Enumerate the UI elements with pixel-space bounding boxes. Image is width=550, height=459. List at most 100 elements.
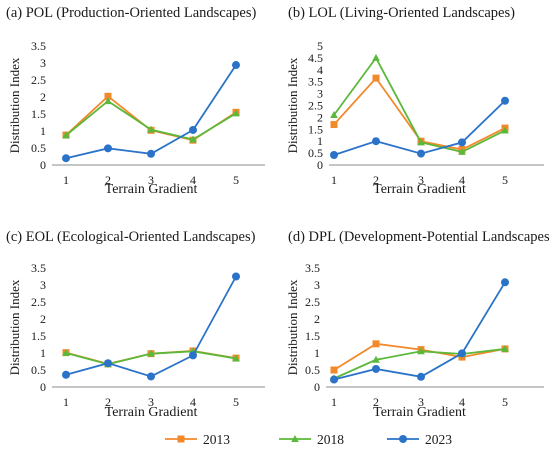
y-tick-label: 2 bbox=[317, 110, 323, 124]
data-point-2013 bbox=[372, 74, 380, 82]
chart-title: (c) EOL (Ecological-Oriented Landscapes) bbox=[6, 229, 256, 245]
x-axis-label: Terrain Gradient bbox=[105, 182, 198, 197]
data-point-2018 bbox=[501, 344, 509, 352]
y-tick-label: 3 bbox=[40, 56, 46, 70]
x-tick-label: 4 bbox=[459, 173, 465, 187]
data-point-2023 bbox=[501, 278, 509, 287]
y-tick-label: 2.5 bbox=[308, 99, 323, 113]
y-tick-label: 2.5 bbox=[31, 295, 46, 309]
x-tick-label: 2 bbox=[373, 173, 379, 187]
y-axis-label: Distribution Index bbox=[285, 279, 300, 375]
chart-title: (b) LOL (Living-Oriented Landscapes) bbox=[288, 5, 515, 21]
data-point-2023 bbox=[104, 359, 112, 368]
y-tick-label: 3 bbox=[314, 278, 320, 292]
legend: 2013 2018 2023 bbox=[165, 432, 452, 447]
y-axis-label: Distribution Index bbox=[7, 57, 22, 153]
data-point-2023 bbox=[147, 372, 155, 381]
y-tick-label: 3.5 bbox=[31, 39, 46, 53]
y-tick-label: 1.5 bbox=[308, 122, 323, 136]
data-point-2018 bbox=[372, 355, 380, 363]
legend-label-2023: 2023 bbox=[425, 432, 452, 447]
y-tick-label: 5 bbox=[317, 39, 323, 53]
data-point-2023 bbox=[232, 61, 240, 70]
y-tick-label: 0 bbox=[314, 380, 320, 394]
series-line-2023 bbox=[333, 100, 506, 156]
data-point-2018 bbox=[147, 125, 155, 133]
legend-label-2013: 2013 bbox=[203, 432, 230, 447]
data-point-2018 bbox=[417, 138, 425, 146]
x-axis-label: Terrain Gradient bbox=[373, 182, 466, 197]
y-tick-label: 2 bbox=[40, 90, 46, 104]
y-tick-label: 2 bbox=[314, 312, 320, 326]
data-point-2023 bbox=[330, 375, 338, 384]
data-point-2018 bbox=[458, 147, 466, 155]
x-tick-label: 1 bbox=[331, 173, 337, 187]
series-line-2023 bbox=[65, 276, 237, 378]
x-tick-label: 1 bbox=[63, 173, 69, 187]
y-tick-label: 1.5 bbox=[31, 107, 46, 121]
data-point-2023 bbox=[330, 151, 338, 160]
x-tick-label: 4 bbox=[190, 173, 196, 187]
data-point-2018 bbox=[330, 111, 338, 119]
x-tick-label: 3 bbox=[148, 173, 154, 187]
x-axis-label: Terrain Gradient bbox=[105, 405, 198, 420]
x-tick-label: 5 bbox=[233, 173, 239, 187]
data-point-2023 bbox=[417, 372, 425, 381]
x-tick-label: 4 bbox=[190, 395, 196, 409]
data-point-2018 bbox=[104, 97, 112, 105]
y-tick-label: 4.5 bbox=[308, 51, 323, 65]
y-tick-label: 2 bbox=[40, 312, 46, 326]
y-axis-label: Distribution Index bbox=[7, 279, 22, 375]
data-point-2023 bbox=[372, 137, 380, 146]
x-tick-label: 1 bbox=[63, 395, 69, 409]
y-tick-label: 4 bbox=[317, 63, 323, 77]
chart-panel-4: (d) DPL (Development-Potential Landscape… bbox=[285, 229, 550, 420]
y-tick-label: 1.5 bbox=[305, 329, 320, 343]
data-point-2023 bbox=[189, 125, 197, 134]
data-point-2013 bbox=[330, 366, 338, 374]
y-tick-label: 2.5 bbox=[305, 295, 320, 309]
y-tick-label: 1 bbox=[317, 134, 323, 148]
y-tick-label: 3.5 bbox=[31, 261, 46, 275]
y-tick-label: 0.5 bbox=[308, 146, 323, 160]
data-point-2013 bbox=[330, 121, 338, 129]
data-point-2013 bbox=[372, 340, 380, 348]
chart-panel-3: (c) EOL (Ecological-Oriented Landscapes)… bbox=[6, 229, 265, 420]
data-point-2018 bbox=[232, 109, 240, 117]
y-tick-label: 1 bbox=[40, 124, 46, 138]
data-point-2023 bbox=[501, 96, 509, 105]
legend-marker-2018 bbox=[291, 435, 299, 442]
y-tick-label: 3.5 bbox=[308, 75, 323, 89]
chart-title: (a) POL (Production-Oriented Landscapes) bbox=[6, 5, 256, 21]
y-tick-label: 3.5 bbox=[305, 261, 320, 275]
data-point-2023 bbox=[458, 138, 466, 147]
x-tick-label: 3 bbox=[148, 395, 154, 409]
y-tick-label: 3 bbox=[317, 87, 323, 101]
y-tick-label: 0.5 bbox=[31, 363, 46, 377]
y-tick-label: 1 bbox=[314, 346, 320, 360]
series-line-2023 bbox=[333, 281, 506, 381]
y-tick-label: 0 bbox=[40, 158, 46, 172]
x-tick-label: 2 bbox=[105, 395, 111, 409]
x-tick-label: 5 bbox=[502, 173, 508, 187]
data-point-2013 bbox=[104, 92, 112, 100]
y-tick-label: 0.5 bbox=[31, 141, 46, 155]
data-point-2018 bbox=[417, 347, 425, 355]
x-tick-label: 5 bbox=[233, 395, 239, 409]
x-tick-label: 2 bbox=[373, 395, 379, 409]
data-point-2023 bbox=[62, 154, 70, 163]
legend-marker-2023 bbox=[399, 435, 407, 443]
y-tick-label: 0 bbox=[317, 158, 323, 172]
series-line-2018 bbox=[333, 56, 506, 153]
data-point-2018 bbox=[147, 349, 155, 357]
data-point-2023 bbox=[458, 349, 466, 358]
data-point-2018 bbox=[189, 135, 197, 143]
data-point-2023 bbox=[104, 144, 112, 153]
data-point-2023 bbox=[232, 272, 240, 281]
y-tick-label: 3 bbox=[40, 278, 46, 292]
x-tick-label: 5 bbox=[502, 395, 508, 409]
data-point-2023 bbox=[189, 351, 197, 360]
x-tick-label: 2 bbox=[105, 173, 111, 187]
